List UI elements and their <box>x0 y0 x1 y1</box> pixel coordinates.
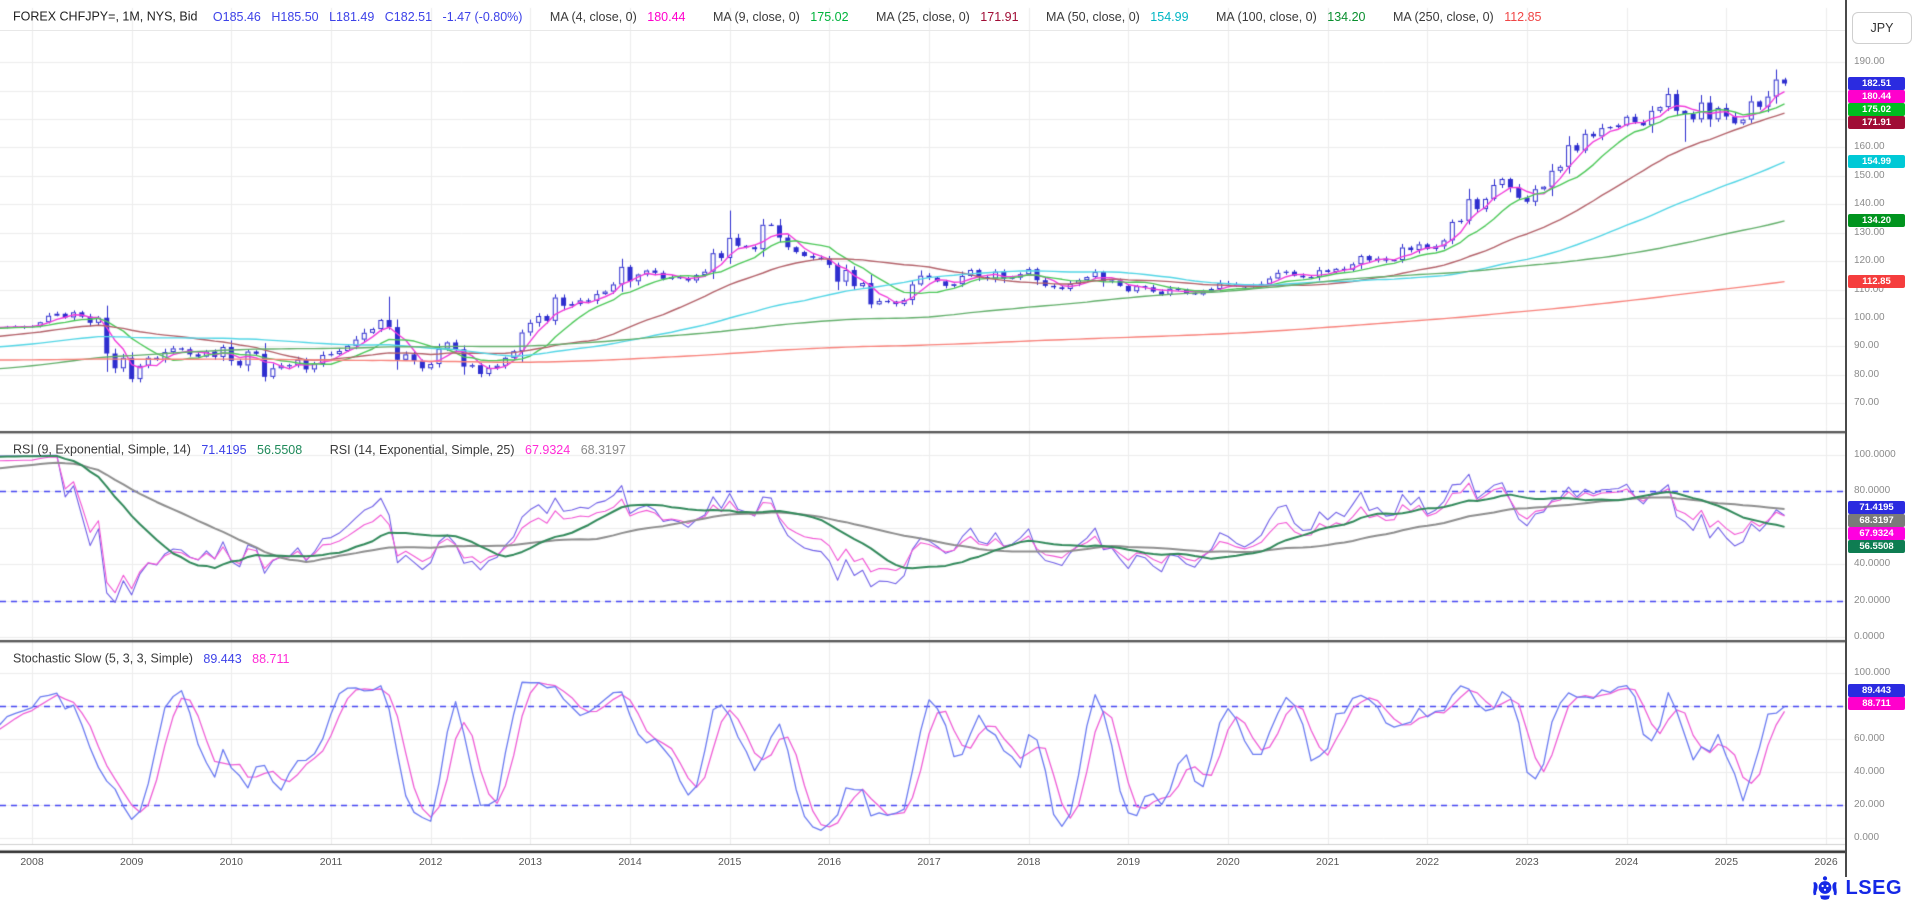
rsi9-signal-value: 56.5508 <box>257 442 303 457</box>
rsi9-legend-label[interactable]: RSI (9, Exponential, Simple, 14) <box>13 442 191 457</box>
year-label: 2009 <box>119 856 144 868</box>
rsi-badge: 71.4195 <box>1848 500 1905 514</box>
ma25-legend-label[interactable]: MA (25, close, 0) <box>876 9 970 24</box>
rsi14-signal-value: 68.3197 <box>580 442 626 457</box>
stochastic-legend-label[interactable]: Stochastic Slow (5, 3, 3, Simple) <box>13 651 193 666</box>
year-label: 2014 <box>618 856 642 868</box>
ma4-legend-value: 180.44 <box>647 9 686 24</box>
rsi-axis-tick: 100.0000 <box>1854 449 1896 460</box>
rsi-axis-tick: 20.0000 <box>1854 594 1891 606</box>
year-label: 2016 <box>817 856 842 868</box>
main-chart-legend[interactable]: FOREX CHFJPY=, 1M, NYS, Bid O185.46 H185… <box>13 9 1542 24</box>
ma4-legend-label[interactable]: MA (4, close, 0) <box>549 9 637 24</box>
rsi-badge: 68.3197 <box>1848 513 1905 527</box>
price-badge: 112.85 <box>1848 274 1905 288</box>
ma100-legend-label[interactable]: MA (100, close, 0) <box>1216 9 1317 24</box>
lseg-logo-text: LSEG <box>1845 877 1902 899</box>
stoch-badge: 88.711 <box>1848 696 1905 710</box>
year-label: 2024 <box>1615 856 1639 868</box>
price-axis-tick: 70.00 <box>1854 397 1880 409</box>
year-label: 2025 <box>1714 856 1739 868</box>
year-label: 2008 <box>20 856 44 868</box>
time-axis[interactable]: 2008 2009 2010 2011 2012 2013 2014 2015 2016 2017… <box>0 856 1845 876</box>
stochastic-legend[interactable]: Stochastic Slow (5, 3, 3, Simple) 89.443… <box>13 651 289 666</box>
year-label: 2020 <box>1216 856 1240 868</box>
price-badge: 175.02 <box>1848 103 1905 116</box>
quote-open: O185.46 <box>212 9 261 24</box>
stochastic-d-value: 88.711 <box>252 651 290 666</box>
price-axis-tick: 130.00 <box>1854 226 1885 238</box>
rsi9-value: 71.4195 <box>201 442 247 457</box>
lseg-crest-icon <box>1812 876 1837 900</box>
year-label: 2012 <box>418 856 443 868</box>
quote-change: -1.47 (-0.80%) <box>442 9 523 24</box>
stochastic-k-value: 89.443 <box>203 651 242 666</box>
rsi14-legend-label[interactable]: RSI (14, Exponential, Simple, 25) <box>329 442 515 457</box>
ma250-legend-label[interactable]: MA (250, close, 0) <box>1392 9 1494 24</box>
stoch-badge: 89.443 <box>1848 683 1905 697</box>
price-axis-tick: 110.00 <box>1854 283 1884 295</box>
stoch-axis-tick: 20.000 <box>1854 799 1885 810</box>
year-label: 2010 <box>219 856 244 868</box>
year-label: 2026 <box>1814 856 1838 868</box>
year-label: 2011 <box>319 856 343 868</box>
price-axis-tick: 150.00 <box>1854 169 1885 181</box>
price-axis-tick: 160.00 <box>1854 141 1885 153</box>
year-label: 2018 <box>1017 856 1041 868</box>
stoch-axis-tick: 40.000 <box>1854 766 1885 777</box>
rsi-axis-tick: 80.0000 <box>1854 485 1891 497</box>
legend-separator <box>0 30 1845 31</box>
price-badge: 171.91 <box>1848 116 1905 129</box>
lseg-logo: LSEG <box>1810 875 1902 902</box>
price-axis[interactable]: JPY 190.00180.00170.00160.00150.00140.00… <box>1845 0 1916 877</box>
rsi-axis-tick: 40.0000 <box>1854 558 1891 570</box>
price-axis-tick: 190.00 <box>1854 56 1885 68</box>
rsi14-value: 67.9324 <box>525 442 571 457</box>
year-label: 2019 <box>1116 856 1141 868</box>
ma50-legend-label[interactable]: MA (50, close, 0) <box>1046 9 1140 24</box>
year-label: 2022 <box>1415 856 1440 868</box>
price-chart-canvas[interactable] <box>0 0 1845 877</box>
rsi-legend[interactable]: RSI (9, Exponential, Simple, 14) 71.4195… <box>13 442 626 457</box>
year-label: 2015 <box>718 856 742 868</box>
price-badge: 154.99 <box>1848 155 1905 169</box>
year-label: 2021 <box>1316 856 1340 868</box>
price-axis-tick: 90.00 <box>1854 340 1880 352</box>
price-axis-tick: 140.00 <box>1854 198 1885 210</box>
year-label: 2013 <box>518 856 543 868</box>
stoch-axis-tick: 100.000 <box>1854 667 1891 678</box>
price-badge: 134.20 <box>1848 214 1905 228</box>
price-badge: 182.51 <box>1848 77 1905 90</box>
ma50-legend-value: 154.99 <box>1150 9 1189 24</box>
quote-close: C182.51 <box>384 9 433 24</box>
year-label: 2017 <box>917 856 941 868</box>
price-axis-tick: 120.00 <box>1854 255 1885 267</box>
price-axis-tick: 100.00 <box>1854 312 1885 323</box>
instrument-title[interactable]: FOREX CHFJPY=, 1M, NYS, Bid <box>13 9 198 24</box>
rsi-badge: 56.5508 <box>1848 539 1905 553</box>
currency-button[interactable]: JPY <box>1852 12 1912 44</box>
stoch-axis-tick: 0.000 <box>1854 832 1880 843</box>
rsi-badge: 67.9324 <box>1848 526 1905 540</box>
ma250-legend-value: 112.85 <box>1504 9 1542 24</box>
stoch-axis-tick: 60.000 <box>1854 733 1885 744</box>
ma9-legend-label[interactable]: MA (9, close, 0) <box>712 9 800 24</box>
ma100-legend-value: 134.20 <box>1327 9 1366 24</box>
ma25-legend-value: 171.91 <box>980 9 1019 24</box>
quote-high: H185.50 <box>271 9 319 24</box>
year-label: 2023 <box>1515 856 1539 868</box>
quote-low: L181.49 <box>329 9 375 24</box>
price-badge: 180.44 <box>1848 90 1905 103</box>
ma9-legend-value: 175.02 <box>810 9 849 24</box>
rsi-axis-tick: 0.0000 <box>1854 631 1885 642</box>
price-axis-tick: 80.00 <box>1854 368 1880 380</box>
